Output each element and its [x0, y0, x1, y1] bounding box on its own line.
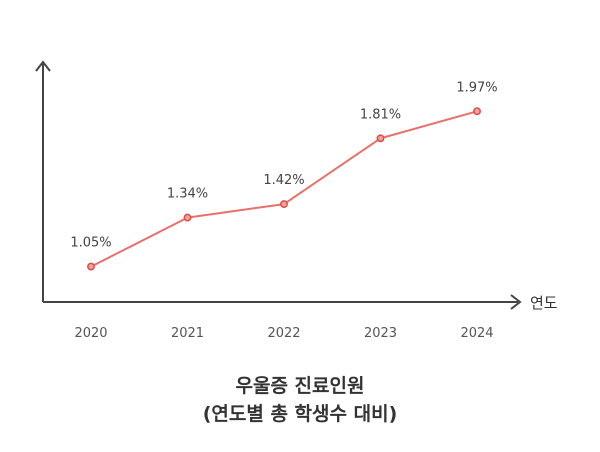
x-axis-arrow [510, 294, 522, 310]
x-tick-label-2024: 2024 [460, 326, 493, 341]
data-point-2023 [376, 134, 385, 143]
data-labels: 1.05% 1.34% 1.42% 1.81% 1.97% [70, 80, 497, 250]
series-line [90, 110, 478, 268]
x-tick-label-2022: 2022 [267, 326, 300, 341]
caption-line-1: 우울증 진료인원 [235, 375, 365, 397]
x-tick-label-2020: 2020 [74, 326, 107, 341]
caption-line-2: (연도별 총 학생수 대비) [202, 403, 398, 425]
line-chart: 연도 2020 2021 2022 2023 2024 1.05%1.34%1.42%1… [35, 60, 558, 341]
x-axis-label: 연도 [530, 294, 558, 312]
data-point-2022 [280, 200, 288, 209]
data-point-2021 [183, 213, 192, 222]
data-label-2023: 1.81% [360, 107, 401, 122]
data-label-2024: 1.97% [456, 80, 497, 95]
data-label-2020: 1.05% [70, 236, 111, 251]
axes: 연도 [35, 60, 558, 312]
x-tick-label-2021: 2021 [171, 326, 204, 341]
chart-caption: 우울증 진료인원 (연도별 총 학생수 대비) [0, 372, 600, 428]
data-label-2022: 1.42% [263, 173, 304, 188]
data-label-2021: 1.34% [167, 187, 208, 202]
series-group [87, 107, 481, 271]
data-point-2024 [473, 107, 481, 116]
x-tick-labels: 2020 2021 2022 2023 2024 [74, 326, 493, 341]
y-axis-arrow [35, 60, 51, 72]
data-point-2020 [87, 262, 95, 271]
x-tick-label-2023: 2023 [364, 326, 397, 341]
